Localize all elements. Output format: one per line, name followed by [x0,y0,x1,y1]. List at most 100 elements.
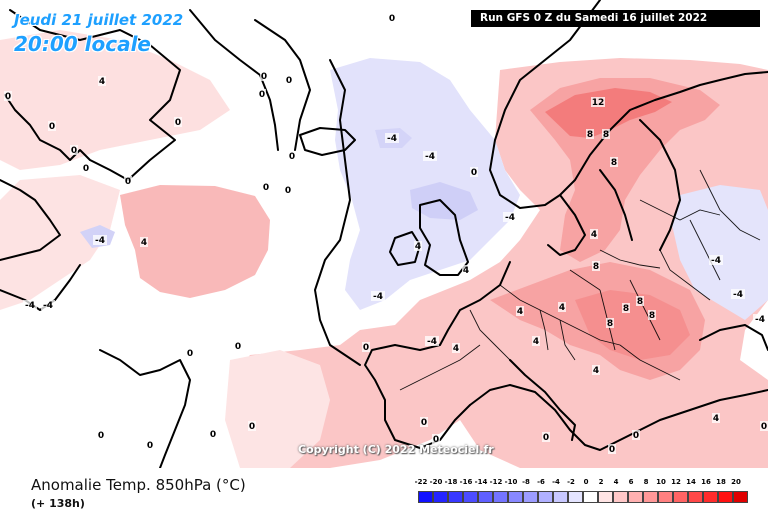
contour-label-bg [93,235,107,245]
legend-tick-label: 4 [613,478,619,486]
contour-label-bg [70,145,78,155]
contour-label-bg [23,300,37,310]
contour-label: -4 [733,290,743,300]
contour-label: 4 [99,77,105,87]
legend-swatch [688,491,703,503]
legend-swatch [523,491,538,503]
legend-swatch [733,491,748,503]
legend-tick-label: -8 [522,478,530,486]
contour-label: 0 [210,430,216,440]
contour-label: 0 [761,422,767,432]
copyright-notice: Copyright (C) 2022 Meteociel.fr [298,443,494,456]
contour-label-bg [753,314,767,324]
black-sea-coast [699,324,768,351]
contour-label: 0 [187,349,193,359]
legend-tick-label: 20 [731,478,741,486]
contour-label-bg [234,341,242,351]
cold-field-north-atlantic [330,58,520,310]
contour-label-bg [362,342,370,352]
contour-label-bg [632,430,640,440]
sweden-baltic-coast [547,169,633,256]
warm-field-atlantic [120,185,270,298]
warm-field-north-atlantic [0,175,120,310]
contour-label-bg [98,76,106,86]
contour-label: 0 [83,164,89,174]
europe-atlantic-coast [364,261,511,449]
mediterranean-coast [469,384,768,451]
canada-coast [0,179,61,261]
legend-swatch [493,491,508,503]
contour-label-bg [606,318,614,328]
contour-label: 4 [559,303,565,313]
lead-time: (+ 138h) [31,497,85,510]
contour-label: 8 [611,158,617,168]
cold-field-north-sea [410,182,478,220]
legend-swatch [673,491,688,503]
legend-tick-label: 16 [701,478,711,486]
finland-coast [639,119,681,251]
legend-swatch [628,491,643,503]
contour-label-bg [420,417,428,427]
contour-label: 4 [141,238,147,248]
forecast-local-time: 20:00 locale [14,32,151,56]
contour-label: 0 [421,418,427,428]
contour-label-bg [452,343,460,353]
contour-label-bg [186,348,194,358]
contour-label: 0 [235,342,241,352]
legend-swatch [553,491,568,503]
legend-swatch [568,491,583,503]
legend-tick-label: 14 [686,478,696,486]
contour-label-bg [248,421,256,431]
contour-label: 8 [607,319,613,329]
contour-label: -4 [755,315,765,325]
contour-label: -4 [711,256,721,266]
contour-label: -4 [25,301,35,311]
contour-label-bg [590,229,598,239]
contour-label-bg [209,429,217,439]
legend-swatch [418,491,433,503]
legend-swatch [598,491,613,503]
contour-label: 0 [147,441,153,451]
contour-label-bg [470,167,478,177]
legend-tick-label: -12 [489,478,503,486]
contour-label-bg [503,212,517,222]
legend-tick-label: -14 [474,478,488,486]
contour-label: 4 [591,230,597,240]
legend-tick-label: 0 [583,478,589,486]
contour-label: 4 [453,344,459,354]
contour-label: 8 [637,297,643,307]
contour-label-bg [558,302,566,312]
contour-label-bg [258,89,266,99]
legend-tick-label: 2 [598,478,604,486]
legend-tick-label: -10 [504,478,518,486]
atlantic-contour-west [314,59,361,366]
legend-swatch [658,491,673,503]
america-east-coast [99,349,191,468]
contour-label-bg [174,117,182,127]
contour-label-bg [586,129,594,139]
cold-field-russia [672,185,768,320]
contour-label: -4 [43,301,53,311]
contour-label: 0 [259,90,265,100]
contour-label-bg [610,157,618,167]
contour-label: 4 [713,414,719,424]
iceland-coast [299,127,356,156]
legend-tick-label: -2 [567,478,575,486]
british-isles-coast [419,199,469,276]
contour-label: 8 [593,262,599,272]
contour-label-bg [532,336,540,346]
legend-swatch [448,491,463,503]
contour-label: -4 [387,134,397,144]
legend-swatch [718,491,733,503]
contour-label-bg [124,176,132,186]
contour-label: 0 [543,433,549,443]
contour-label-bg [542,432,550,442]
contour-label: -4 [425,152,435,162]
contour-label: 0 [49,122,55,132]
legend-tick-label: -6 [537,478,545,486]
contour-label-bg [591,97,605,107]
contour-label: 4 [593,366,599,376]
italy-coast [509,359,576,441]
